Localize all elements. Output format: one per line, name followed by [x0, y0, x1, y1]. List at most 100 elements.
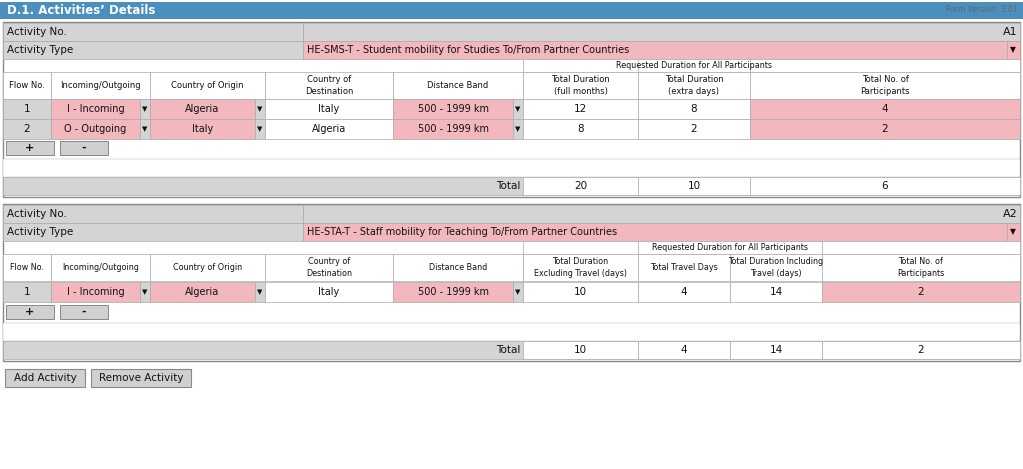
Bar	[523, 72, 638, 99]
Bar	[523, 177, 638, 195]
Text: +: +	[26, 143, 35, 153]
Text: HE-STA-T - Staff mobility for Teaching To/From Partner Countries: HE-STA-T - Staff mobility for Teaching T…	[307, 227, 617, 237]
Bar	[513, 119, 523, 139]
Text: Total No. of
Participants: Total No. of Participants	[860, 76, 909, 96]
Text: ▼: ▼	[142, 289, 147, 295]
Text: Italy: Italy	[318, 104, 340, 114]
Bar	[523, 99, 638, 119]
Text: I - Incoming: I - Incoming	[66, 104, 125, 114]
Text: Form Version: 3.01: Form Version: 3.01	[946, 5, 1018, 14]
Bar	[3, 341, 1020, 359]
Bar	[750, 177, 1020, 195]
Text: Total Duration Including
Travel (days): Total Duration Including Travel (days)	[728, 257, 824, 278]
Bar	[822, 341, 1020, 359]
Text: 6: 6	[882, 181, 888, 191]
Bar	[3, 159, 1020, 177]
Bar	[638, 341, 730, 359]
Bar	[638, 241, 822, 254]
Bar	[638, 119, 750, 139]
Bar	[1007, 41, 1020, 59]
Bar	[51, 282, 140, 302]
Bar	[51, 119, 140, 139]
Bar	[730, 341, 822, 359]
Text: 2: 2	[918, 345, 925, 355]
Bar	[3, 205, 303, 223]
Bar	[140, 282, 150, 302]
Bar	[6, 305, 54, 319]
Bar	[265, 119, 393, 139]
Bar	[523, 341, 638, 359]
Text: A1: A1	[1004, 27, 1018, 37]
Bar	[1007, 223, 1020, 241]
Text: ▼: ▼	[258, 126, 263, 132]
Bar	[303, 205, 1020, 223]
Text: Requested Duration for All Participants: Requested Duration for All Participants	[652, 243, 808, 252]
Bar	[255, 99, 265, 119]
Text: Total Duration
(full months): Total Duration (full months)	[551, 76, 610, 96]
Text: 8: 8	[691, 104, 698, 114]
Bar	[523, 241, 1020, 254]
Text: 2: 2	[691, 124, 698, 134]
Bar	[60, 141, 108, 155]
Text: Activity No.: Activity No.	[7, 209, 66, 219]
Bar	[3, 323, 1020, 341]
Text: D.1. Activities’ Details: D.1. Activities’ Details	[7, 4, 155, 17]
Bar	[3, 41, 303, 59]
Bar	[750, 72, 1020, 99]
Bar	[0, 2, 1023, 19]
Text: Total Duration
Excluding Travel (days): Total Duration Excluding Travel (days)	[534, 257, 627, 278]
Text: -: -	[82, 307, 86, 317]
Text: 10: 10	[687, 181, 701, 191]
Text: Total Travel Days: Total Travel Days	[651, 263, 718, 272]
Text: Total: Total	[495, 345, 520, 355]
Text: Activity No.: Activity No.	[7, 27, 66, 37]
Bar	[513, 282, 523, 302]
Text: ▼: ▼	[142, 106, 147, 112]
Text: 2: 2	[882, 124, 888, 134]
Text: 500 - 1999 km: 500 - 1999 km	[417, 124, 489, 134]
Text: Flow No.: Flow No.	[9, 81, 45, 90]
Bar	[3, 177, 1020, 195]
Bar	[638, 177, 750, 195]
Bar	[393, 119, 513, 139]
Bar	[303, 23, 1020, 41]
Text: HE-SMS-T - Student mobility for Studies To/From Partner Countries: HE-SMS-T - Student mobility for Studies …	[307, 45, 629, 55]
Bar	[140, 99, 150, 119]
Text: Distance Band: Distance Band	[429, 263, 487, 272]
Text: I - Incoming: I - Incoming	[66, 287, 125, 297]
Bar	[3, 72, 51, 99]
Bar	[638, 282, 730, 302]
Bar	[730, 254, 822, 281]
Text: ▼: ▼	[516, 289, 521, 295]
Text: Incoming/Outgoing: Incoming/Outgoing	[60, 81, 141, 90]
Text: A2: A2	[1004, 209, 1018, 219]
Text: ▼: ▼	[1010, 45, 1016, 54]
Bar	[51, 72, 150, 99]
Text: Activity Type: Activity Type	[7, 227, 74, 237]
Text: O - Outgoing: O - Outgoing	[64, 124, 127, 134]
Bar	[255, 119, 265, 139]
Text: 1: 1	[24, 104, 31, 114]
Bar	[393, 282, 513, 302]
Text: Italy: Italy	[192, 124, 213, 134]
Text: ▼: ▼	[1010, 227, 1016, 236]
Text: ▼: ▼	[258, 106, 263, 112]
Text: Country of
Destination: Country of Destination	[305, 76, 353, 96]
Text: Country of
Destination: Country of Destination	[306, 257, 352, 278]
Text: ▼: ▼	[142, 126, 147, 132]
Text: 2: 2	[24, 124, 31, 134]
Text: 4: 4	[882, 104, 888, 114]
Bar	[3, 204, 1020, 361]
Text: +: +	[26, 307, 35, 317]
Bar	[638, 99, 750, 119]
Bar	[150, 282, 255, 302]
Bar	[750, 119, 1020, 139]
Text: 8: 8	[577, 124, 584, 134]
Bar	[265, 254, 393, 281]
Text: 20: 20	[574, 181, 587, 191]
Bar	[5, 369, 85, 387]
Text: 500 - 1999 km: 500 - 1999 km	[417, 287, 489, 297]
Text: Activity Type: Activity Type	[7, 45, 74, 55]
Bar	[393, 99, 513, 119]
Text: 10: 10	[574, 287, 587, 297]
